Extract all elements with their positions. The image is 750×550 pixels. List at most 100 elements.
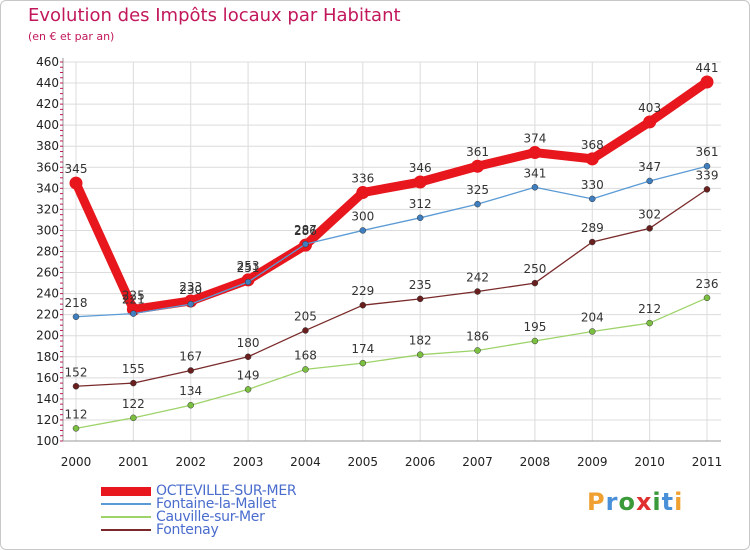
y-tick-label: 120: [36, 413, 59, 427]
legend-swatch: [101, 516, 151, 518]
series-point-3: [703, 186, 711, 193]
data-label: 167: [179, 349, 202, 363]
chart-subtitle: (en € et par an): [28, 30, 115, 43]
data-label: 325: [466, 183, 489, 197]
series-point-2: [646, 319, 653, 327]
series-point-1: [646, 177, 653, 185]
data-label: 236: [696, 277, 719, 291]
data-label: 341: [523, 166, 546, 180]
data-label: 287: [294, 223, 317, 237]
series-line-2: [75, 297, 708, 430]
data-label: 368: [581, 138, 604, 152]
legend-label: Fontenay: [156, 522, 219, 538]
data-label: 312: [409, 197, 432, 211]
logo-letter: t: [661, 488, 675, 516]
data-label: 345: [65, 162, 88, 176]
series-point-0: [528, 146, 542, 160]
series-point-1: [703, 162, 711, 170]
series-point-2: [187, 401, 194, 409]
series-point-2: [416, 351, 424, 358]
y-tick-label: 360: [36, 160, 59, 174]
legend-swatch: [101, 503, 151, 505]
data-label: 403: [638, 101, 661, 115]
logo-letter: x: [635, 488, 653, 516]
data-label: 212: [638, 302, 661, 316]
data-label: 112: [65, 407, 88, 421]
series-point-2: [302, 366, 309, 373]
series-point-0: [700, 75, 714, 89]
y-tick-label: 380: [36, 139, 59, 153]
y-tick-label: 260: [36, 266, 59, 280]
series-point-1: [359, 227, 367, 234]
x-tick-label: 2009: [577, 455, 608, 469]
x-tick-label: 2004: [290, 455, 321, 469]
series-point-2: [531, 337, 539, 345]
data-label: 174: [351, 342, 374, 356]
legend-label: OCTEVILLE-SUR-MER: [156, 483, 297, 499]
x-tick-label: 2002: [175, 455, 206, 469]
data-label: 180: [237, 336, 260, 350]
series-point-3: [589, 238, 596, 246]
series-point-3: [244, 353, 252, 361]
legend-swatch: [101, 529, 151, 531]
series-point-3: [416, 295, 424, 303]
data-label: 195: [523, 320, 546, 334]
data-label: 361: [696, 145, 719, 159]
series-line-0: [71, 77, 712, 314]
y-tick-label: 440: [36, 76, 59, 90]
series-point-3: [531, 279, 539, 287]
logo-letter: r: [605, 488, 619, 516]
series-point-3: [130, 379, 137, 387]
series-point-3: [474, 288, 481, 295]
x-tick-label: 2001: [118, 455, 149, 469]
data-label: 253: [237, 259, 260, 273]
y-tick-label: 220: [36, 308, 59, 322]
series-point-3: [646, 225, 653, 232]
data-label: 289: [581, 221, 604, 235]
logo-letter: o: [618, 488, 636, 516]
x-tick-label: 2010: [634, 455, 665, 469]
data-label: 250: [523, 262, 546, 276]
brand-logo: Proxiti: [587, 488, 683, 516]
data-label: 230: [179, 283, 202, 297]
series-point-1: [531, 184, 539, 191]
chart-title: Evolution des Impôts locaux par Habitant: [28, 5, 401, 26]
series-point-0: [69, 176, 83, 190]
x-tick-label: 2000: [61, 455, 92, 469]
series-line-1: [75, 165, 708, 318]
y-tick-label: 340: [36, 181, 59, 195]
data-label: 152: [65, 365, 88, 379]
x-tick-label: 2011: [692, 455, 723, 469]
y-tick-label: 420: [36, 97, 59, 111]
data-label: 233: [179, 280, 202, 294]
y-tick-label: 100: [36, 434, 59, 448]
series-point-1: [589, 195, 596, 203]
data-label: 300: [351, 209, 374, 223]
series-point-3: [187, 367, 194, 374]
data-label: 347: [638, 160, 661, 174]
y-tick-label: 160: [36, 371, 59, 385]
y-tick-label: 240: [36, 287, 59, 301]
data-label: 149: [237, 368, 260, 382]
data-label: 221: [122, 293, 145, 307]
y-tick-label: 280: [36, 245, 59, 259]
logo-letter: P: [587, 488, 606, 516]
series-point-2: [244, 386, 252, 393]
data-label: 235: [409, 278, 432, 292]
data-label: 242: [466, 271, 489, 285]
series-point-0: [585, 152, 599, 166]
data-label: 330: [581, 178, 604, 192]
legend-label: Cauville-sur-Mer: [156, 509, 265, 525]
data-label: 182: [409, 334, 432, 348]
series-point-1: [302, 240, 309, 248]
data-label: 218: [65, 296, 88, 310]
series-point-2: [474, 347, 481, 354]
data-label: 168: [294, 348, 317, 362]
series-point-0: [471, 159, 485, 173]
legend-swatch: [101, 487, 151, 496]
series-point-3: [359, 301, 367, 309]
series-point-0: [413, 175, 427, 189]
logo-letter: i: [652, 488, 662, 516]
y-tick-label: 320: [36, 202, 59, 216]
